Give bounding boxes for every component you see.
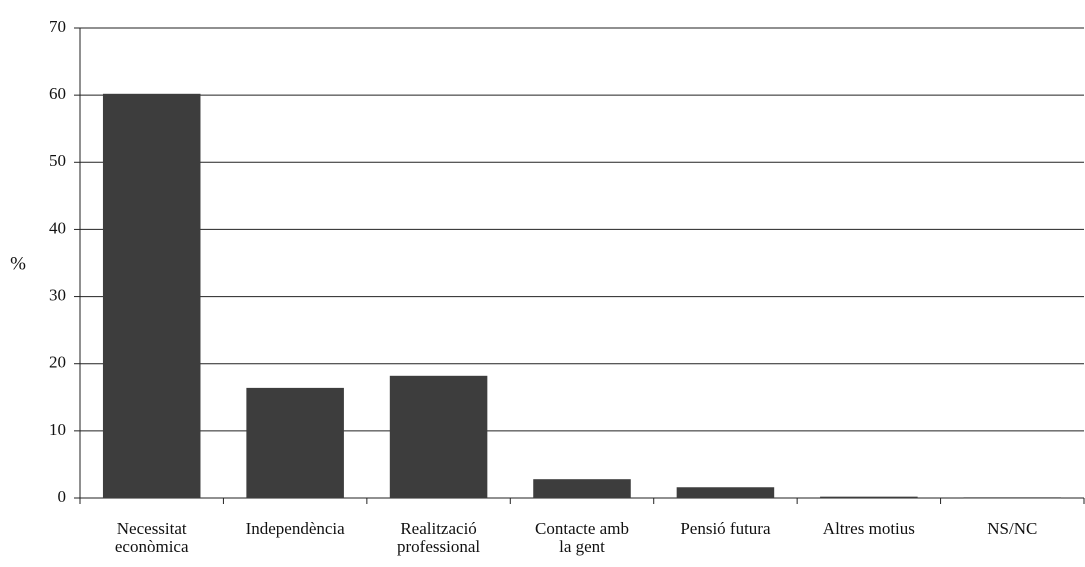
x-tick-label: la gent: [559, 537, 605, 556]
x-tick-label: Pensió futura: [680, 519, 771, 538]
y-tick-label: 20: [49, 353, 66, 372]
x-tick-label: Contacte amb: [535, 519, 629, 538]
y-tick-label: 0: [58, 487, 67, 506]
x-tick-label: Realització: [400, 519, 476, 538]
y-tick-label: 70: [49, 17, 66, 36]
x-tick-label: Altres motius: [823, 519, 915, 538]
y-tick-label: 30: [49, 285, 66, 304]
y-tick-label: 40: [49, 218, 66, 237]
bar: [389, 375, 488, 498]
x-tick-label: econòmica: [115, 537, 189, 556]
bar: [820, 496, 918, 498]
y-tick-label: 50: [49, 151, 66, 170]
bar: [102, 93, 201, 499]
y-axis-label: %: [10, 253, 26, 274]
y-tick-label: 60: [49, 84, 66, 103]
y-tick-label: 10: [49, 420, 66, 439]
x-tick-label: Necessitat: [117, 519, 187, 538]
x-tick-label: professional: [397, 537, 480, 556]
bar: [676, 487, 775, 498]
x-tick-label: NS/NC: [987, 519, 1037, 538]
bar: [246, 387, 344, 498]
bar: [533, 479, 631, 498]
x-tick-label: Independència: [246, 519, 346, 538]
bar: [963, 497, 1062, 499]
